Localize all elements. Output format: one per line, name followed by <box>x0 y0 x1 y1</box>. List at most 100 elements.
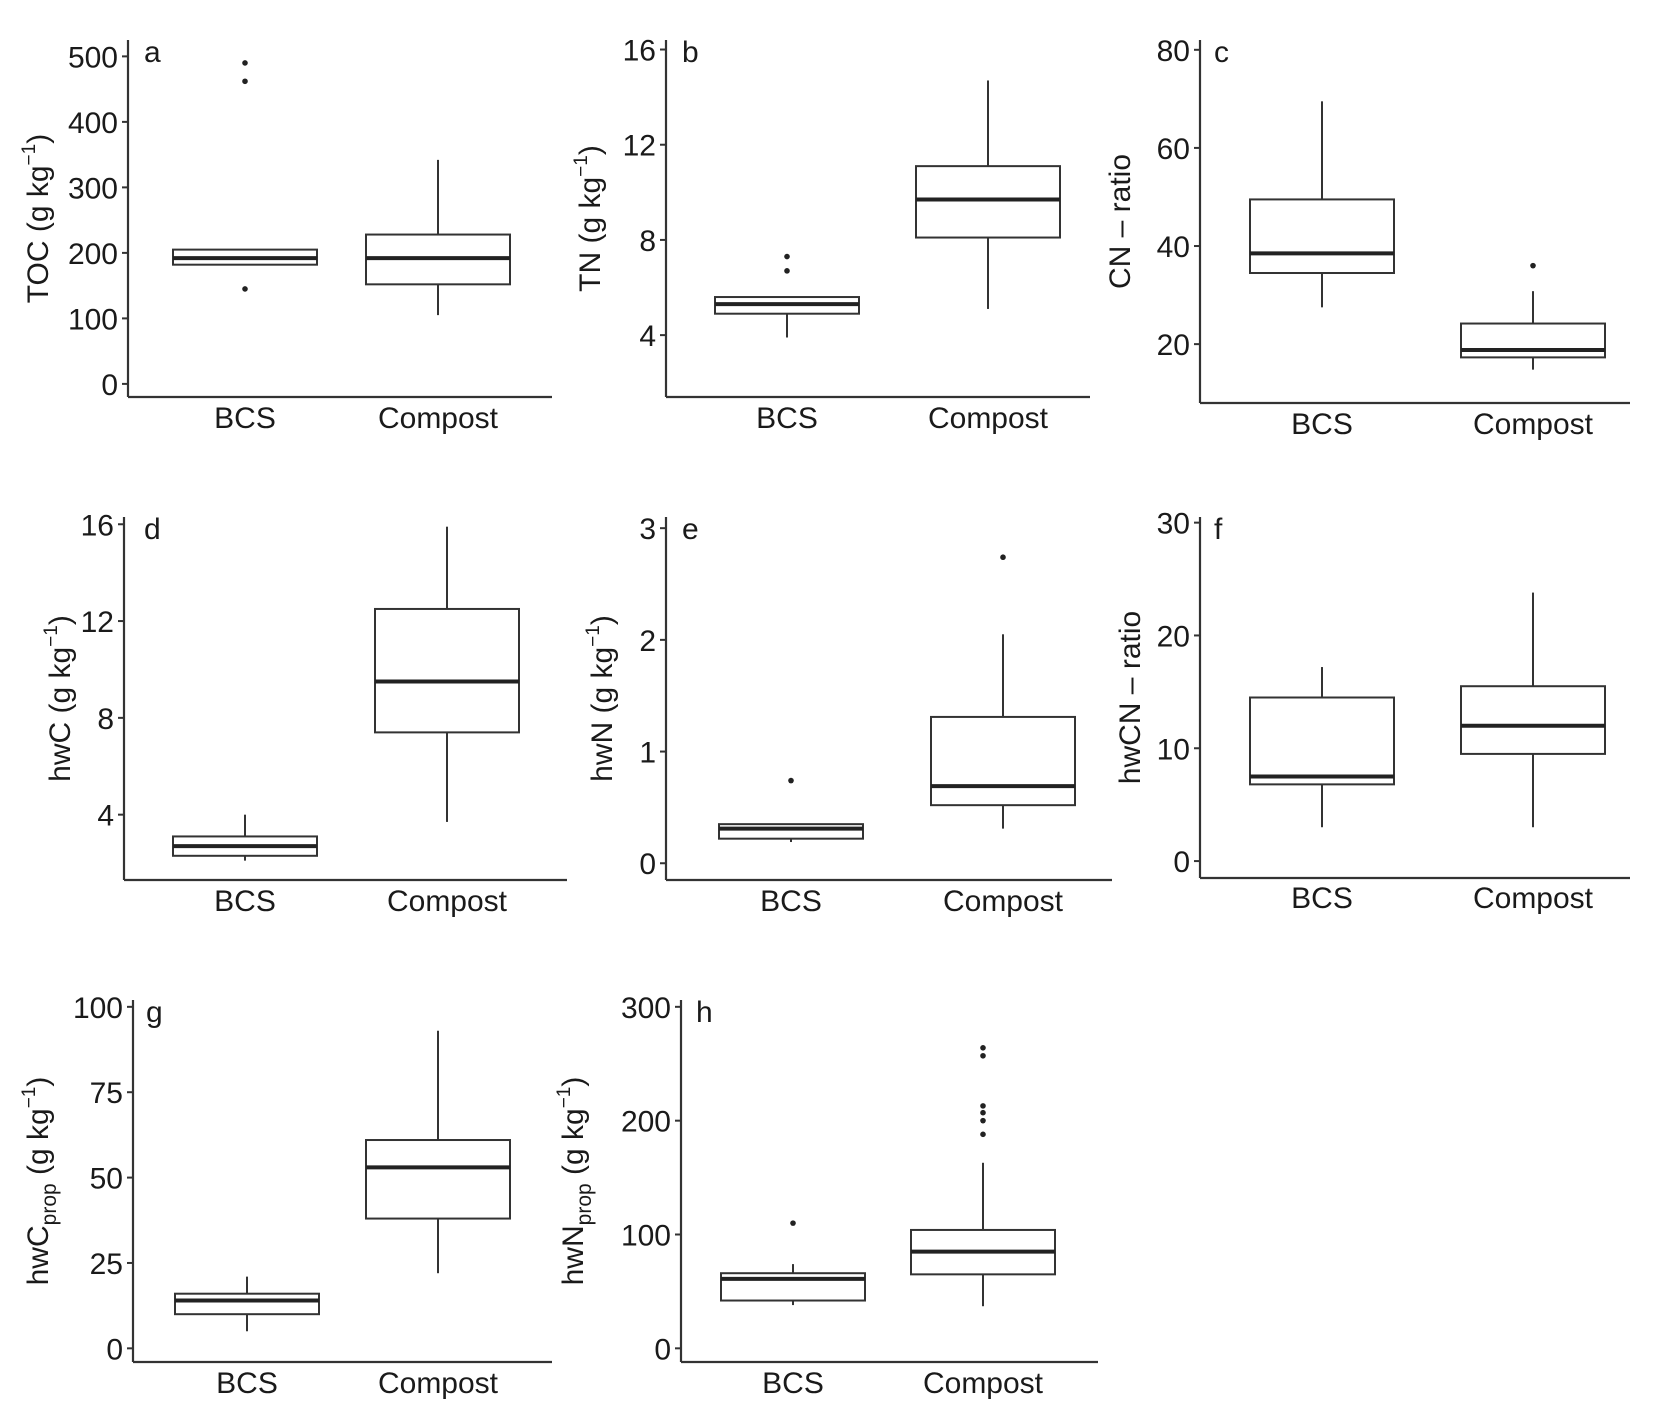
panel-g: 0 25 50 75 100 g hwCprop (g kg−1) BCS Compost <box>19 992 552 1400</box>
box-bcs <box>172 60 318 292</box>
box-compost <box>1460 592 1606 828</box>
box-bcs <box>172 814 318 861</box>
panel-letter: e <box>682 513 699 546</box>
y-tick-label: 16 <box>623 35 656 68</box>
x-category-label: Compost <box>378 402 499 435</box>
y-axis-label: TN (g kg−1) <box>571 145 607 292</box>
outlier-point <box>242 78 248 85</box>
x-category-label: Compost <box>378 1367 499 1400</box>
y-axis-label: CN – ratio <box>1104 154 1137 289</box>
y-tick-label: 8 <box>97 703 114 736</box>
y-tick-label: 100 <box>73 992 123 1025</box>
panel-e: 0 1 2 3 e hwN (g kg−1) BCS Compost <box>583 513 1112 918</box>
box-bcs <box>1249 101 1395 308</box>
outlier-point <box>980 1045 986 1051</box>
box-compost <box>915 80 1061 309</box>
x-category-label: Compost <box>387 885 508 918</box>
y-axis-label: hwN (g kg−1) <box>583 615 619 782</box>
panel-b: 4 8 12 16 b TN (g kg−1) BCS Compost <box>571 35 1090 435</box>
y-axis-label: hwC (g kg−1) <box>41 615 77 782</box>
x-category-label: BCS <box>216 1367 278 1400</box>
y-tick-label: 1 <box>639 737 656 770</box>
box-bcs <box>174 1276 320 1332</box>
y-axis-label: TOC (g kg−1) <box>19 134 55 303</box>
y-tick-label: 0 <box>654 1333 671 1366</box>
panel-h: 0 100 200 300 h hwNprop (g kg−1) BCS Compost <box>554 992 1098 1400</box>
x-category-label: BCS <box>756 402 818 435</box>
y-tick-label: 20 <box>1157 620 1190 653</box>
x-category-label: BCS <box>1291 408 1353 441</box>
outlier-point <box>1530 262 1536 269</box>
y-tick-label: 50 <box>90 1163 123 1196</box>
box-compost <box>910 1045 1056 1307</box>
y-tick-label: 30 <box>1157 508 1190 541</box>
panel-a: 0 100 200 300 400 500 a TOC (g kg−1) BCS Compost <box>19 36 552 435</box>
y-tick-label: 200 <box>621 1106 671 1139</box>
outlier-point <box>980 1131 986 1138</box>
y-tick-label: 75 <box>90 1077 123 1110</box>
x-category-label: BCS <box>214 402 276 435</box>
panel-letter: c <box>1214 36 1229 69</box>
x-category-label: BCS <box>1291 882 1353 915</box>
y-tick-label: 300 <box>68 172 118 205</box>
outlier-point <box>784 268 790 274</box>
x-category-label: Compost <box>1473 408 1594 441</box>
y-tick-label: 4 <box>97 800 114 833</box>
iqr-box <box>718 823 864 840</box>
panel-f: 0 10 20 30 f hwCN – ratio BCS Compost <box>1114 508 1630 915</box>
iqr-box <box>915 165 1061 239</box>
y-tick-label: 12 <box>623 130 656 163</box>
iqr-box <box>1249 696 1395 786</box>
box-compost <box>365 159 511 316</box>
y-tick-label: 10 <box>1157 733 1190 766</box>
y-tick-label: 3 <box>639 513 656 546</box>
y-tick-label: 0 <box>639 848 656 881</box>
panel-d: 4 8 12 16 d hwC (g kg−1) BCS Compost <box>41 509 567 918</box>
panel-letter: a <box>144 36 161 69</box>
outlier-point <box>980 1103 986 1109</box>
x-category-label: Compost <box>1473 882 1594 915</box>
y-tick-label: 0 <box>1173 846 1190 879</box>
iqr-box <box>1460 322 1606 359</box>
y-axis-label: hwNprop (g kg−1) <box>554 1077 596 1286</box>
y-tick-label: 200 <box>68 238 118 271</box>
iqr-box <box>930 715 1076 807</box>
panel-letter: h <box>696 996 713 1029</box>
outlier-point <box>788 777 794 784</box>
panel-letter: g <box>146 996 163 1029</box>
outlier-point <box>980 1109 986 1116</box>
x-category-label: Compost <box>923 1367 1044 1400</box>
panel-letter: b <box>682 36 699 69</box>
outlier-point <box>242 60 248 66</box>
y-tick-label: 80 <box>1157 35 1190 68</box>
outlier-point <box>980 1052 986 1059</box>
y-axis-label: hwCprop (g kg−1) <box>19 1077 61 1286</box>
y-tick-label: 4 <box>639 320 656 353</box>
y-tick-label: 500 <box>68 41 118 74</box>
x-category-label: BCS <box>760 885 822 918</box>
y-tick-label: 300 <box>621 992 671 1025</box>
box-compost <box>930 554 1076 829</box>
x-category-label: Compost <box>928 402 1049 435</box>
outlier-point <box>242 286 248 292</box>
y-tick-label: 0 <box>101 369 118 402</box>
y-tick-label: 40 <box>1157 231 1190 264</box>
x-category-label: BCS <box>762 1367 824 1400</box>
outlier-point <box>790 1220 796 1226</box>
y-tick-label: 100 <box>68 303 118 336</box>
box-bcs <box>718 777 864 843</box>
iqr-box <box>1249 198 1395 275</box>
box-compost <box>365 1030 511 1274</box>
y-tick-label: 0 <box>106 1333 123 1366</box>
y-tick-label: 8 <box>639 225 656 258</box>
iqr-box <box>1460 685 1606 755</box>
x-category-label: BCS <box>214 885 276 918</box>
iqr-box <box>374 607 520 734</box>
iqr-box <box>174 1292 320 1316</box>
y-tick-label: 60 <box>1157 133 1190 166</box>
panel-letter: d <box>144 513 161 546</box>
box-bcs <box>1249 667 1395 828</box>
y-tick-label: 2 <box>639 625 656 658</box>
y-tick-label: 20 <box>1157 329 1190 362</box>
y-tick-label: 25 <box>90 1248 123 1281</box>
